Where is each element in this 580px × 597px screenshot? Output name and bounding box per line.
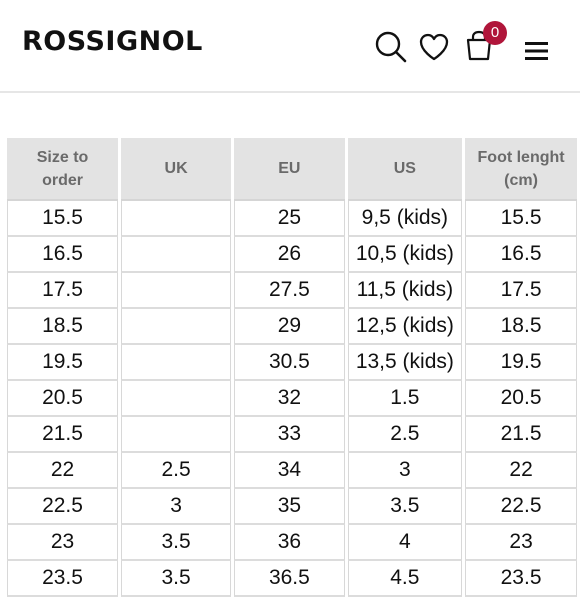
eu-cell: 33 xyxy=(234,417,345,453)
size-to-order-cell: 15.5 xyxy=(7,201,119,237)
header-divider xyxy=(0,91,580,93)
heart-icon[interactable] xyxy=(418,32,450,62)
size-to-order-cell: 22.5 xyxy=(7,489,119,525)
header-label: Foot lenght (cm) xyxy=(477,148,565,189)
table-row: 17.5 27.5 11,5 (kids) 17.5 xyxy=(7,273,577,309)
us-cell: 3.5 xyxy=(347,489,463,525)
foot-length-cell: 17.5 xyxy=(465,273,577,309)
uk-cell: 3 xyxy=(121,489,232,525)
eu-cell: 36 xyxy=(234,525,345,561)
search-icon[interactable] xyxy=(374,30,408,64)
brand-logo[interactable]: ROSSIGNOL xyxy=(22,26,203,57)
table-row: 22.5 3 35 3.5 22.5 xyxy=(7,489,577,525)
size-to-order-cell: 23 xyxy=(7,525,119,561)
eu-cell: 26 xyxy=(234,237,345,273)
foot-length-cell: 22.5 xyxy=(465,489,577,525)
uk-cell xyxy=(121,417,232,453)
uk-cell: 3.5 xyxy=(121,561,232,597)
us-cell: 13,5 (kids) xyxy=(347,345,463,381)
uk-cell xyxy=(121,273,232,309)
uk-cell xyxy=(121,345,232,381)
eu-cell: 25 xyxy=(234,201,345,237)
eu-cell: 30.5 xyxy=(234,345,345,381)
size-to-order-cell: 21.5 xyxy=(7,417,119,453)
us-cell: 12,5 (kids) xyxy=(347,309,463,345)
foot-length-cell: 23.5 xyxy=(465,561,577,597)
table-row: 22 2.5 34 3 22 xyxy=(7,453,577,489)
eu-cell: 34 xyxy=(234,453,345,489)
eu-cell: 32 xyxy=(234,381,345,417)
table-row: 19.5 30.5 13,5 (kids) 19.5 xyxy=(7,345,577,381)
us-cell: 1.5 xyxy=(347,381,463,417)
header-uk: UK xyxy=(121,138,232,201)
uk-cell xyxy=(121,201,232,237)
eu-cell: 29 xyxy=(234,309,345,345)
header-us: US xyxy=(347,138,463,201)
us-cell: 10,5 (kids) xyxy=(347,237,463,273)
foot-length-cell: 15.5 xyxy=(465,201,577,237)
size-to-order-cell: 16.5 xyxy=(7,237,119,273)
uk-cell xyxy=(121,309,232,345)
cart-count-badge: 0 xyxy=(483,21,507,45)
size-chart-table: Size to order UK EU US Foot lenght (cm) … xyxy=(4,138,580,597)
us-cell: 2.5 xyxy=(347,417,463,453)
header-eu: EU xyxy=(234,138,345,201)
foot-length-cell: 18.5 xyxy=(465,309,577,345)
size-to-order-cell: 17.5 xyxy=(7,273,119,309)
uk-cell: 2.5 xyxy=(121,453,232,489)
us-cell: 4.5 xyxy=(347,561,463,597)
header-foot-length: Foot lenght (cm) xyxy=(465,138,577,201)
table-row: 16.5 26 10,5 (kids) 16.5 xyxy=(7,237,577,273)
header-size-to-order: Size to order xyxy=(7,138,119,201)
eu-cell: 36.5 xyxy=(234,561,345,597)
foot-length-cell: 22 xyxy=(465,453,577,489)
size-to-order-cell: 22 xyxy=(7,453,119,489)
size-to-order-cell: 18.5 xyxy=(7,309,119,345)
size-to-order-cell: 23.5 xyxy=(7,561,119,597)
foot-length-cell: 19.5 xyxy=(465,345,577,381)
us-cell: 3 xyxy=(347,453,463,489)
foot-length-cell: 20.5 xyxy=(465,381,577,417)
us-cell: 11,5 (kids) xyxy=(347,273,463,309)
eu-cell: 35 xyxy=(234,489,345,525)
size-to-order-cell: 19.5 xyxy=(7,345,119,381)
us-cell: 4 xyxy=(347,525,463,561)
foot-length-cell: 23 xyxy=(465,525,577,561)
table-row: 23.5 3.5 36.5 4.5 23.5 xyxy=(7,561,577,597)
table-row: 15.5 25 9,5 (kids) 15.5 xyxy=(7,201,577,237)
table-row: 23 3.5 36 4 23 xyxy=(7,525,577,561)
eu-cell: 27.5 xyxy=(234,273,345,309)
table-row: 18.5 29 12,5 (kids) 18.5 xyxy=(7,309,577,345)
uk-cell xyxy=(121,381,232,417)
us-cell: 9,5 (kids) xyxy=(347,201,463,237)
foot-length-cell: 21.5 xyxy=(465,417,577,453)
site-header: ROSSIGNOL 0 xyxy=(0,0,580,91)
table-row: 20.5 32 1.5 20.5 xyxy=(7,381,577,417)
header-label: Size to order xyxy=(36,148,89,189)
foot-length-cell: 16.5 xyxy=(465,237,577,273)
uk-cell: 3.5 xyxy=(121,525,232,561)
table-row: 21.5 33 2.5 21.5 xyxy=(7,417,577,453)
size-to-order-cell: 20.5 xyxy=(7,381,119,417)
uk-cell xyxy=(121,237,232,273)
table-header-row: Size to order UK EU US Foot lenght (cm) xyxy=(7,138,577,201)
menu-icon[interactable] xyxy=(524,40,550,62)
